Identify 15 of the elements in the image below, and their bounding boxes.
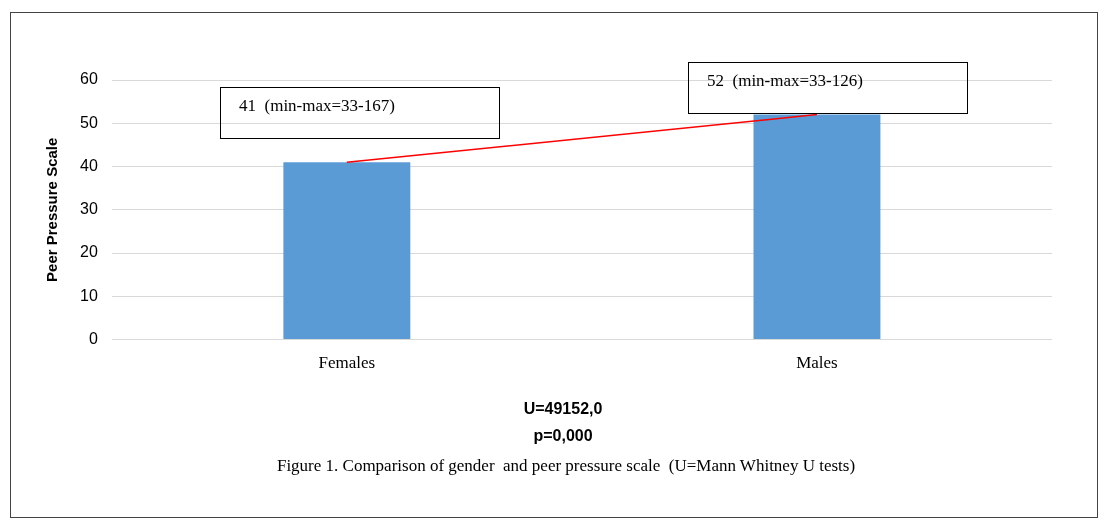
y-axis-title: Peer Pressure Scale xyxy=(43,137,61,282)
x-tick-label: Females xyxy=(318,353,376,373)
y-tick-label: 0 xyxy=(88,330,98,348)
y-tick-label: 20 xyxy=(80,243,98,261)
y-tick-label: 30 xyxy=(80,200,98,218)
y-tick-label: 60 xyxy=(80,70,98,88)
x-tick-label: Males xyxy=(796,353,838,373)
y-tick-label: 10 xyxy=(80,286,98,304)
y-tick-label: 50 xyxy=(80,113,98,131)
note-box: 52 (min-max=33-126) xyxy=(688,62,968,114)
text: p=0,000 xyxy=(533,427,593,445)
text: U=49152,0 xyxy=(523,400,603,418)
caption: Figure 1. Comparison of gender and peer pressure scale (U=Mann Whitney U tests) xyxy=(276,456,856,476)
note-box: 41 (min-max=33-167) xyxy=(220,87,500,139)
y-tick-label: 40 xyxy=(80,156,98,174)
